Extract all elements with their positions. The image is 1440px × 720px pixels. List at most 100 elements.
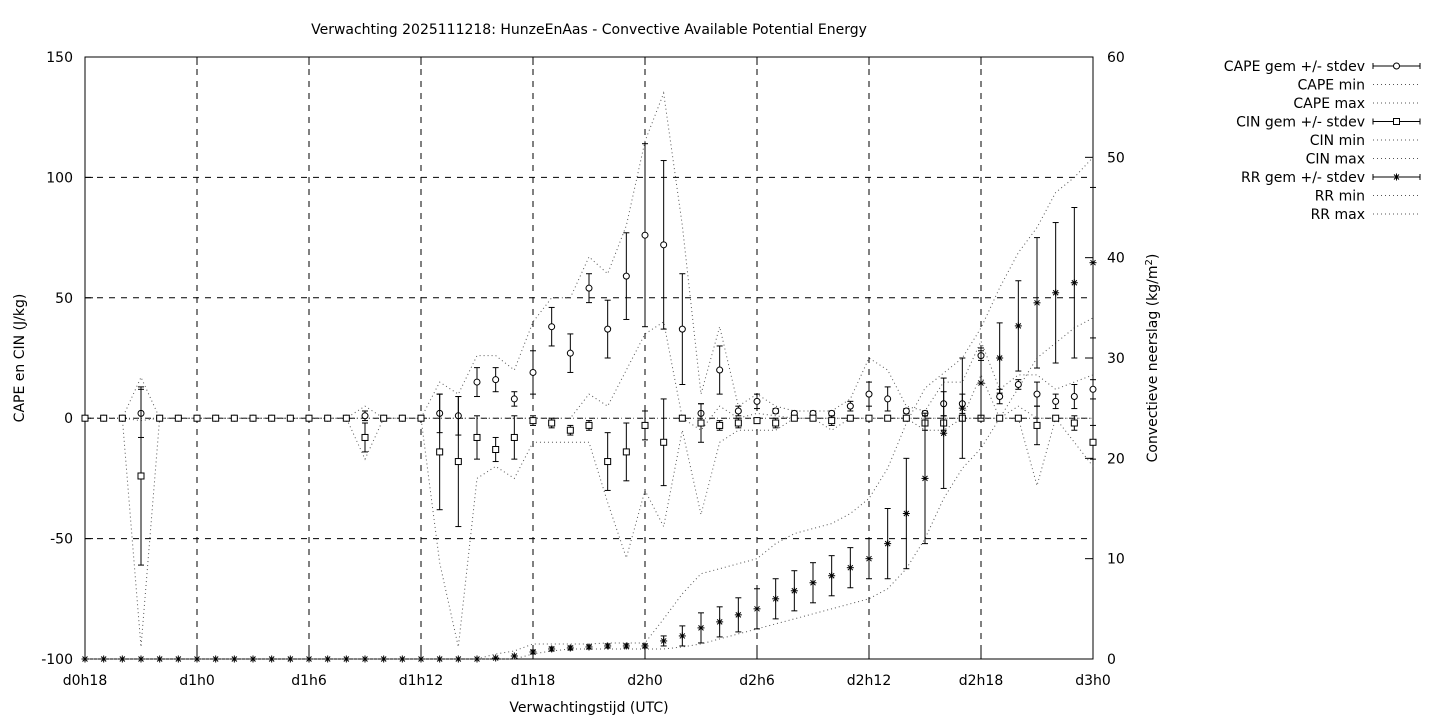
axis-ticks: d0h18 d1h0 d1h6 d1h12 d1h18 d2h0 d2h6 d2h12 d2h1… <box>41 50 1125 689</box>
data-point <box>1033 299 1041 307</box>
data-point <box>828 417 836 425</box>
star-stroke <box>1393 174 1400 180</box>
star-stroke <box>474 656 480 662</box>
data-point <box>548 645 556 653</box>
star-stroke <box>100 656 107 662</box>
data-point <box>361 433 369 441</box>
x-tick-label: d2h0 <box>627 673 663 689</box>
data-point <box>585 284 593 292</box>
data-point <box>1089 438 1097 446</box>
data-point <box>678 632 686 640</box>
data-point <box>1089 385 1097 393</box>
data-point <box>996 414 1004 422</box>
star-stroke <box>418 656 424 662</box>
data-point <box>622 448 630 456</box>
star-stroke <box>754 605 760 612</box>
x-tick-label: d1h0 <box>179 673 215 689</box>
data-point <box>585 643 593 651</box>
star-stroke <box>548 646 555 652</box>
data-point <box>398 655 406 663</box>
data-point <box>212 414 220 422</box>
data-point <box>902 414 910 422</box>
star-stroke <box>511 653 518 659</box>
y2-tick-label: 0 <box>1107 652 1116 668</box>
star-stroke <box>362 656 368 662</box>
series-rr-gem-stdev <box>81 186 1097 663</box>
data-point <box>1070 393 1078 401</box>
y2-tick-label: 40 <box>1107 251 1125 267</box>
x-tick-label: d1h6 <box>291 673 327 689</box>
data-point <box>1033 390 1041 398</box>
star-stroke <box>1052 289 1059 296</box>
data-point <box>622 272 630 280</box>
data-point <box>734 407 742 415</box>
x-tick-label: d1h12 <box>399 673 443 689</box>
star-stroke <box>324 656 331 662</box>
x-tick-label: d2h12 <box>847 673 891 689</box>
y2-tick-label: 50 <box>1107 150 1125 166</box>
chart-title: Verwachting 2025111218: HunzeEnAas - Con… <box>311 22 867 38</box>
legend-marker <box>1393 118 1400 125</box>
data-point <box>174 655 182 663</box>
data-point <box>1014 380 1022 388</box>
star-stroke <box>1015 323 1022 329</box>
y-tick-label: -100 <box>41 652 73 668</box>
data-point <box>884 540 892 548</box>
data-point <box>809 579 817 587</box>
data-point <box>548 419 556 427</box>
data-point <box>193 414 201 422</box>
data-point <box>716 421 724 429</box>
star-stroke <box>978 380 984 386</box>
data-point <box>660 637 668 645</box>
data-point <box>510 652 518 660</box>
y2-tick-label: 30 <box>1107 351 1125 367</box>
data-point <box>1052 414 1060 422</box>
data-point <box>996 354 1004 362</box>
star-stroke <box>1090 259 1096 266</box>
series-line-cape-max <box>85 91 1094 419</box>
data-point <box>510 433 518 441</box>
star-stroke <box>642 643 648 649</box>
star-stroke <box>212 656 219 662</box>
data-point <box>156 655 164 663</box>
star-stroke <box>847 564 854 571</box>
data-point <box>529 368 537 376</box>
data-point <box>828 572 836 580</box>
data-point <box>772 419 780 427</box>
data-point <box>697 624 705 632</box>
star-stroke <box>866 555 872 562</box>
data-point <box>790 587 798 595</box>
grid <box>84 56 1094 660</box>
data-point <box>734 419 742 427</box>
x-tick-label: d1h18 <box>511 673 555 689</box>
data-point <box>417 655 425 663</box>
data-point <box>566 644 574 652</box>
data-point <box>790 414 798 422</box>
data-point <box>604 458 612 466</box>
star-stroke <box>922 475 928 482</box>
star-stroke <box>660 638 667 644</box>
data-point <box>604 325 612 333</box>
data-point <box>716 618 724 626</box>
plot-frame <box>84 56 1094 660</box>
data-point <box>249 414 257 422</box>
data-point <box>510 395 518 403</box>
star-stroke <box>604 643 611 649</box>
star-stroke <box>996 355 1003 361</box>
data-point <box>529 648 537 656</box>
data-point <box>118 655 126 663</box>
data-point <box>1052 289 1060 297</box>
legend-marker <box>1393 62 1400 70</box>
data-point <box>846 564 854 572</box>
data-point <box>996 393 1004 401</box>
y-tick-label: 0 <box>64 411 73 427</box>
x-axis-label: Verwachtingstijd (UTC) <box>509 700 668 716</box>
data-point <box>324 655 332 663</box>
data-point <box>772 407 780 415</box>
data-point <box>902 510 910 518</box>
star-stroke <box>82 656 88 662</box>
data-point <box>398 414 406 422</box>
star-stroke <box>735 611 742 618</box>
data-point <box>641 231 649 239</box>
x-tick-label: d3h0 <box>1075 673 1111 689</box>
